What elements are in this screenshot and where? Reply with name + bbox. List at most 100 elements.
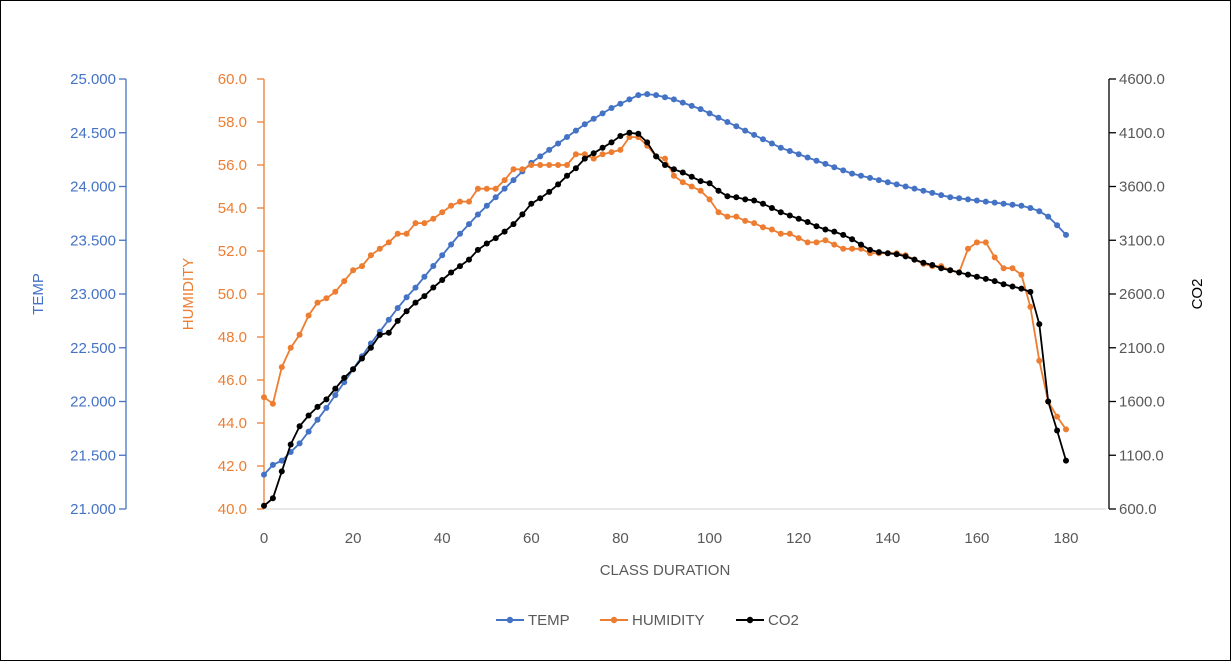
temp-tick-label: 24.000	[70, 179, 116, 196]
co2-data-point	[840, 231, 847, 238]
humidity-tick-label: 40.0	[218, 501, 247, 518]
temp-data-point	[599, 110, 606, 117]
temp-data-point	[608, 105, 615, 111]
co2-data-point	[813, 223, 820, 230]
humidity-data-point	[314, 299, 321, 306]
co2-data-point	[439, 277, 446, 283]
co2-data-point	[546, 188, 553, 195]
humidity-data-point	[483, 185, 490, 192]
humidity-data-point	[421, 220, 428, 227]
temp-data-point	[884, 179, 891, 186]
humidity-data-point	[840, 245, 847, 252]
humidity-series-line	[263, 136, 1067, 430]
humidity-data-point	[261, 394, 267, 401]
temp-tick-label: 24.500	[70, 125, 116, 142]
temp-data-point	[448, 241, 455, 248]
temp-tick-label: 22.500	[70, 340, 116, 357]
temp-data-point	[768, 140, 775, 147]
temp-data-point	[483, 202, 490, 209]
legend-co2-label: CO2	[768, 612, 799, 629]
co2-data-point	[982, 275, 989, 282]
humidity-data-point	[617, 146, 624, 153]
co2-data-point	[786, 212, 793, 219]
temp-data-point	[822, 160, 829, 167]
humidity-data-point	[599, 151, 606, 158]
co2-data-point	[332, 385, 339, 392]
temp-data-point	[492, 194, 499, 201]
co2-data-point	[1000, 281, 1007, 288]
co2-data-point	[1027, 288, 1034, 295]
temp-data-point	[269, 461, 276, 468]
temp-data-point	[537, 153, 544, 160]
co2-tick-label: 1100.0	[1119, 447, 1164, 464]
temp-data-point	[715, 114, 722, 121]
co2-data-point	[920, 259, 927, 266]
humidity-data-point	[1036, 357, 1043, 364]
temp-data-point	[688, 102, 695, 109]
co2-data-point	[421, 293, 428, 300]
co2-data-point	[341, 374, 348, 381]
temp-data-point	[332, 392, 339, 399]
humidity-data-point	[403, 230, 410, 237]
humidity-data-point	[751, 220, 758, 227]
temp-data-point	[973, 197, 980, 204]
humidity-data-point	[724, 213, 731, 220]
x-tick-label: 160	[964, 530, 989, 547]
temp-axis-title: TEMP	[30, 273, 47, 315]
temp-data-point	[706, 110, 713, 117]
humidity-data-point	[608, 149, 615, 156]
co2-data-point	[938, 265, 945, 272]
humidity-data-point	[350, 267, 357, 274]
temp-data-point	[644, 91, 651, 98]
humidity-data-point	[733, 213, 740, 220]
humidity-data-point	[813, 239, 820, 246]
temp-data-point	[546, 146, 553, 153]
co2-axis-title: CO2	[1189, 279, 1206, 310]
temp-data-point	[893, 181, 900, 188]
humidity-data-point	[555, 162, 562, 168]
temp-data-point	[751, 131, 758, 138]
humidity-data-point	[679, 179, 686, 186]
humidity-data-point	[697, 187, 704, 194]
humidity-data-point	[269, 400, 276, 407]
humidity-data-point	[849, 245, 856, 252]
temp-data-point	[1027, 205, 1034, 211]
humidity-data-point	[305, 312, 312, 319]
temp-tick-label: 25.000	[70, 71, 116, 88]
temp-data-point	[323, 404, 330, 411]
co2-data-point	[564, 172, 570, 179]
co2-data-point	[715, 187, 722, 194]
humidity-data-point	[466, 198, 472, 205]
temp-data-point	[590, 115, 597, 122]
humidity-data-point	[528, 162, 535, 168]
temp-data-point	[653, 92, 660, 99]
co2-data-point	[581, 155, 588, 162]
humidity-axis-title: HUMIDITY	[180, 258, 197, 331]
co2-data-point	[269, 495, 276, 502]
co2-data-point	[261, 502, 267, 509]
temp-data-point	[564, 134, 570, 140]
temp-data-point	[831, 164, 838, 171]
temp-tick-label: 23.500	[70, 232, 116, 249]
humidity-tick-label: 52.0	[218, 243, 247, 260]
temp-data-point	[786, 148, 793, 154]
co2-data-point	[1045, 398, 1052, 405]
co2-data-point	[350, 366, 357, 373]
humidity-data-point	[412, 220, 419, 227]
humidity-data-point	[341, 278, 348, 285]
temp-tick-label: 23.000	[70, 286, 116, 303]
co2-data-point	[947, 267, 954, 274]
humidity-data-point	[581, 151, 588, 158]
co2-data-point	[519, 211, 526, 218]
co2-data-point	[733, 194, 740, 201]
temp-data-point	[617, 100, 624, 107]
humidity-data-point	[367, 252, 374, 259]
humidity-data-point	[1054, 413, 1061, 420]
temp-data-point	[466, 221, 472, 228]
temp-tick-label: 21.000	[70, 501, 116, 518]
legend-co2-marker	[746, 616, 754, 624]
temp-data-point	[403, 294, 410, 301]
co2-data-point	[457, 263, 463, 270]
